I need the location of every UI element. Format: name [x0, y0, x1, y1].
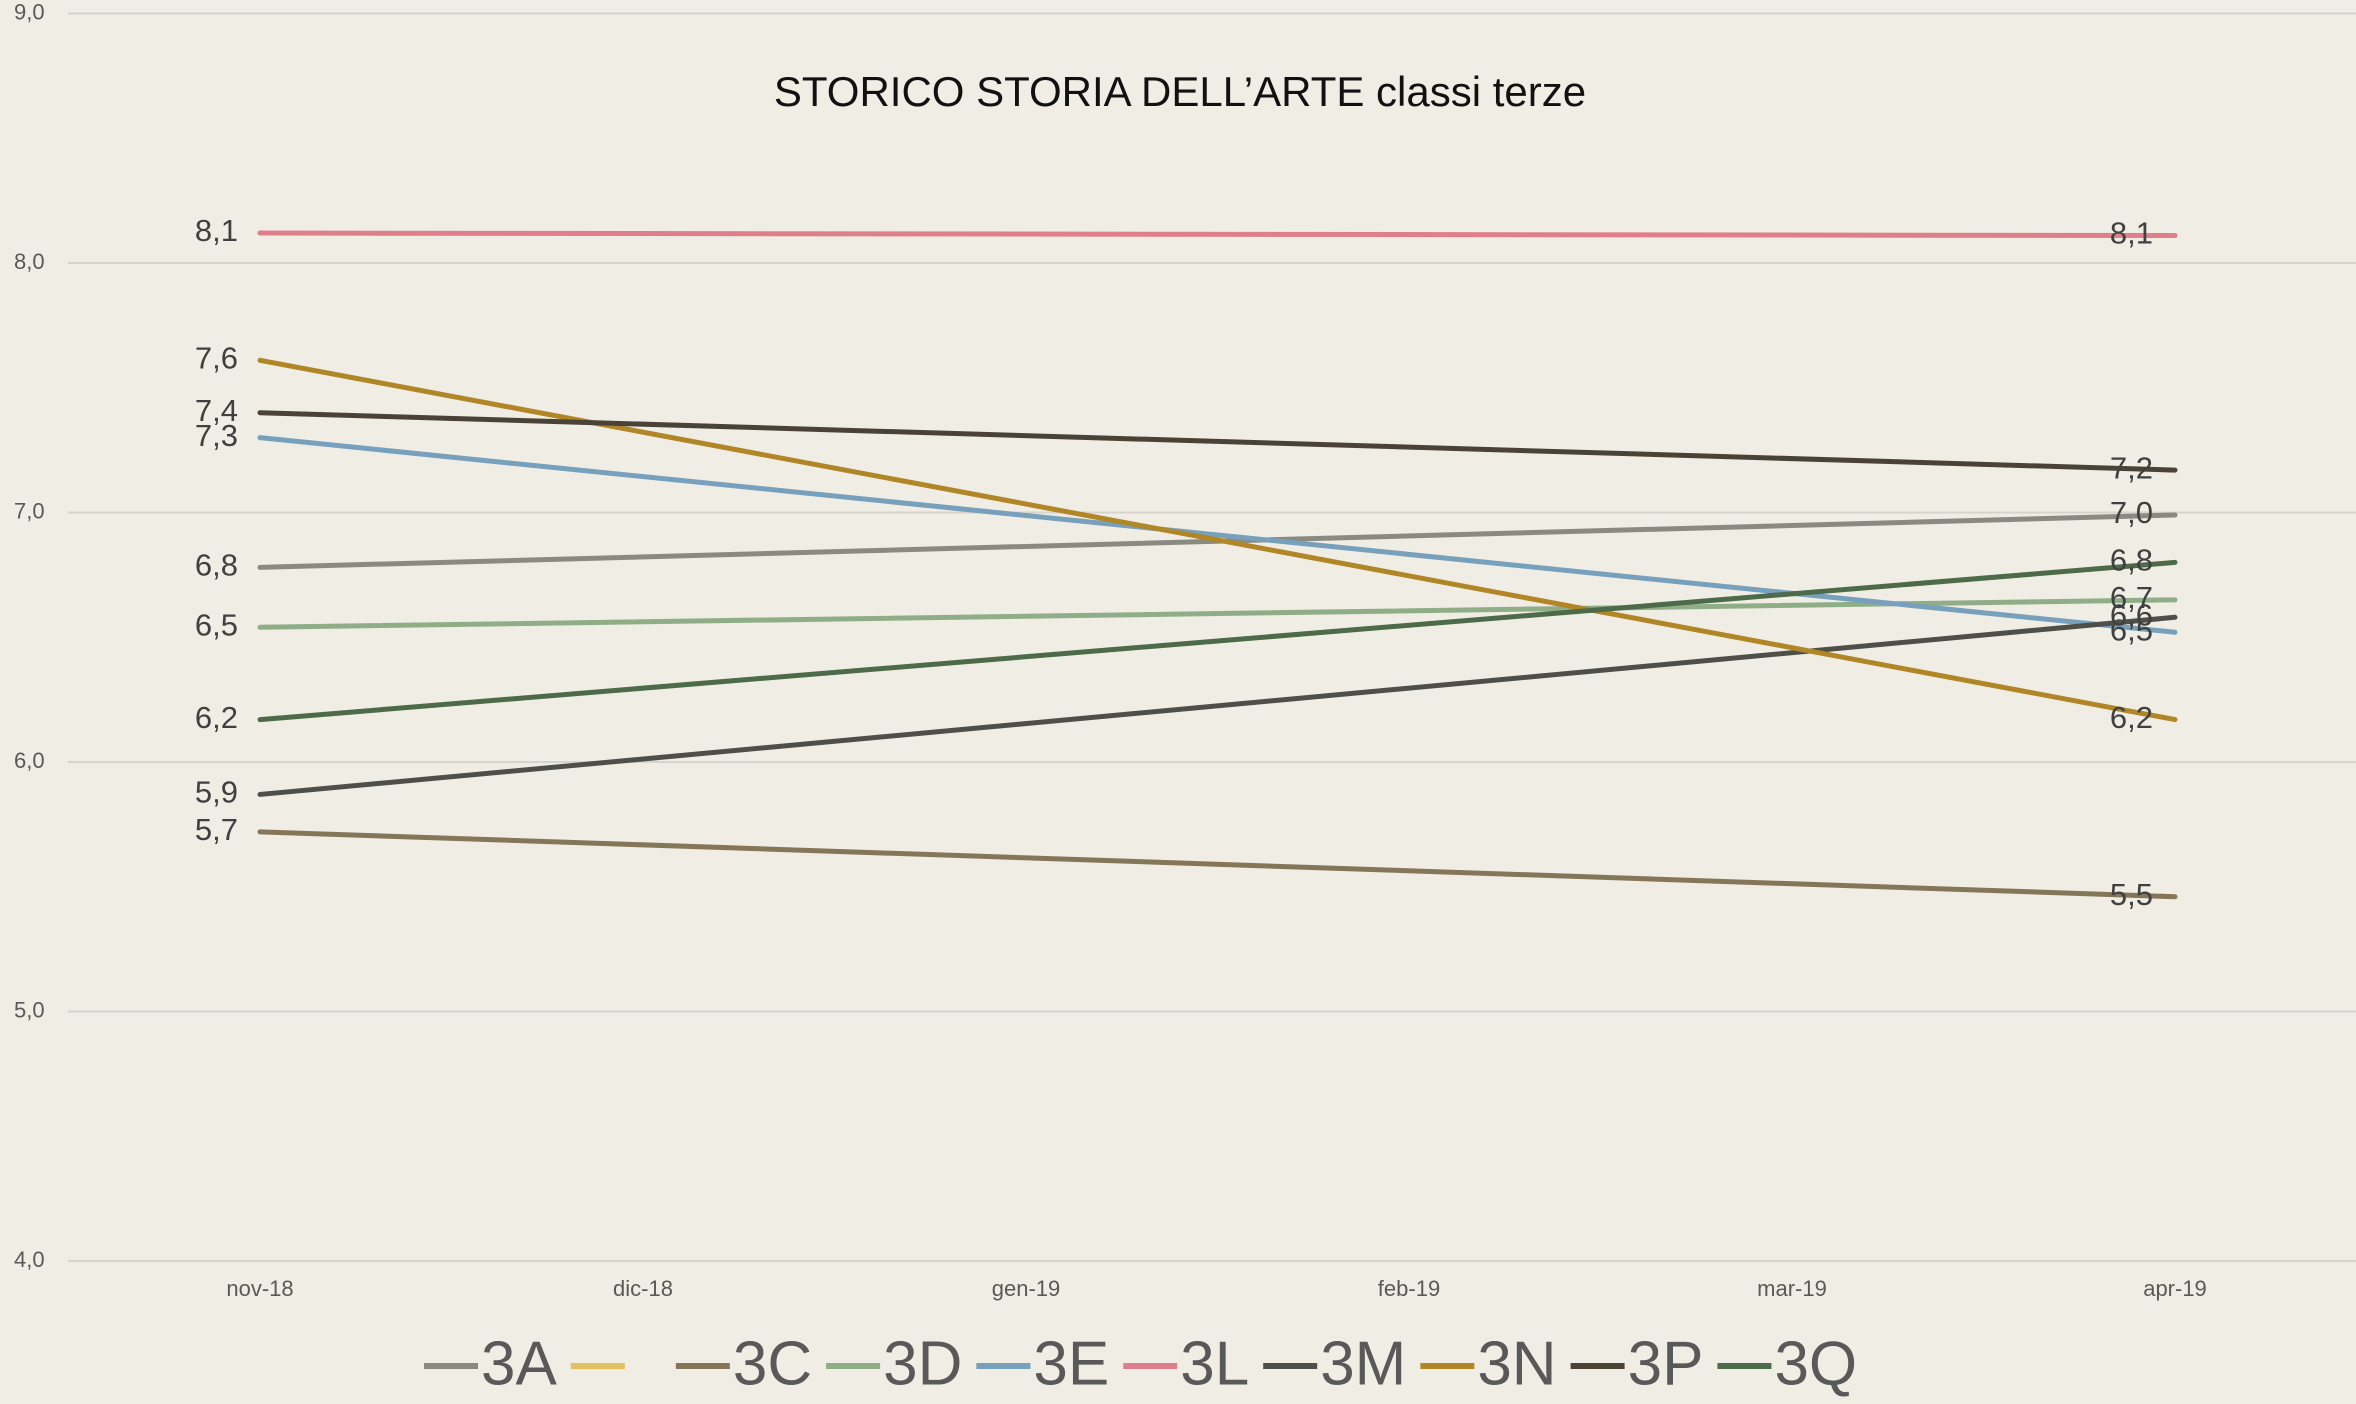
data-label: 8,1: [195, 213, 238, 248]
x-tick-label: nov-18: [226, 1276, 293, 1301]
data-label: 6,6: [2110, 597, 2153, 632]
legend-label: 3P: [1628, 1329, 1704, 1398]
legend-label: 3C: [733, 1329, 812, 1398]
data-label: 6,2: [2110, 700, 2153, 735]
data-label: 8,1: [2110, 216, 2153, 251]
series-line: [257, 614, 2178, 797]
data-label: 6,7: [2110, 580, 2153, 615]
legend-label: 3M: [1320, 1329, 1406, 1398]
series-line: [257, 559, 2178, 723]
y-tick-label: 6,0: [14, 748, 45, 773]
data-label: 7,4: [195, 393, 238, 428]
x-tick-label: gen-19: [992, 1276, 1061, 1301]
legend-label: 3A: [481, 1329, 557, 1398]
data-label: 5,7: [195, 812, 238, 847]
legend-label: 3Q: [1774, 1329, 1857, 1398]
legend-label: 3E: [1033, 1329, 1109, 1398]
x-tick-label: mar-19: [1757, 1276, 1827, 1301]
chart-title: STORICO STORIA DELL’ARTE classi terze: [774, 68, 1586, 115]
y-tick-label: 9,0: [14, 0, 45, 24]
series-line: [257, 230, 2178, 239]
data-label: 7,6: [195, 340, 238, 375]
data-label: 5,5: [2110, 877, 2153, 912]
y-tick-label: 7,0: [14, 498, 45, 523]
y-tick-label: 5,0: [14, 997, 45, 1022]
x-tick-label: feb-19: [1378, 1276, 1440, 1301]
data-label: 6,5: [195, 607, 238, 642]
series-line: [257, 435, 2178, 635]
legend-label: 3L: [1180, 1329, 1249, 1398]
legend-label: 3D: [883, 1329, 962, 1398]
data-label: 6,8: [195, 548, 238, 583]
x-tick-label: apr-19: [2143, 1276, 2207, 1301]
data-label: 5,9: [195, 775, 238, 810]
data-label: 7,2: [2110, 450, 2153, 485]
series-line: [257, 829, 2178, 900]
data-label: 6,8: [2110, 543, 2153, 578]
series-line: [257, 410, 2178, 473]
y-tick-label: 4,0: [14, 1247, 45, 1272]
data-label: 7,3: [195, 418, 238, 453]
data-label: 7,0: [2110, 495, 2153, 530]
x-tick-label: dic-18: [613, 1276, 673, 1301]
data-label: 6,2: [195, 700, 238, 735]
series-line: [257, 597, 2178, 630]
legend-label: 3N: [1477, 1329, 1556, 1398]
y-tick-label: 8,0: [14, 249, 45, 274]
